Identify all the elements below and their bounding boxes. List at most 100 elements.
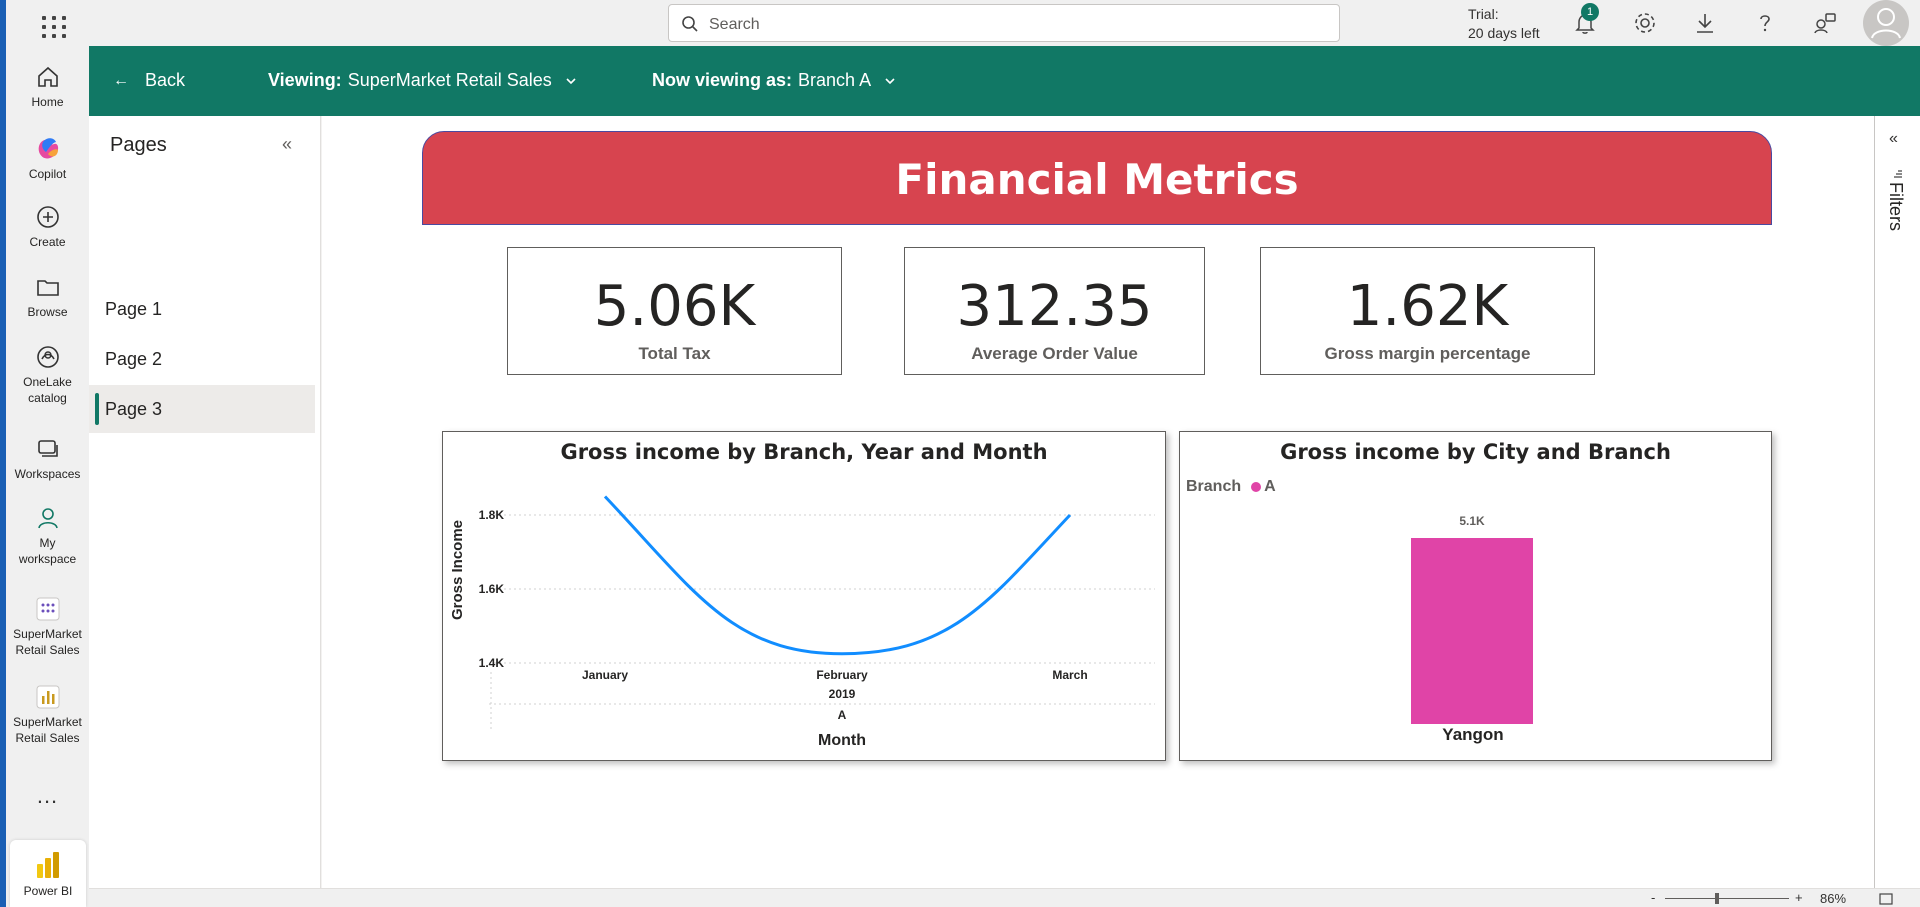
y-axis-title: Gross Income bbox=[449, 520, 466, 620]
share-feedback-icon[interactable] bbox=[1812, 10, 1838, 36]
rail-label: Create bbox=[29, 235, 66, 249]
viewing-dropdown[interactable]: Viewing: SuperMarket Retail Sales bbox=[268, 70, 578, 91]
back-button[interactable]: ← Back bbox=[113, 70, 185, 91]
report-banner: Financial Metrics bbox=[422, 131, 1772, 225]
rail-item-copilot[interactable]: Copilot bbox=[6, 134, 89, 182]
trial-line2: 20 days left bbox=[1468, 25, 1540, 41]
rail-label: My workspace bbox=[18, 536, 77, 566]
x-branch-label: A bbox=[838, 708, 847, 722]
report-icon bbox=[36, 685, 59, 709]
app-launcher-icon[interactable] bbox=[36, 10, 66, 40]
page-tab-1[interactable]: Page 1 bbox=[105, 299, 163, 319]
rail-label: OneLake catalog bbox=[23, 375, 72, 405]
chart-title: Gross income by Branch, Year and Month bbox=[560, 440, 1048, 464]
report-nav-bar: ← Back Viewing: SuperMarket Retail Sales… bbox=[89, 46, 1920, 116]
notification-badge: 1 bbox=[1581, 3, 1599, 21]
expand-filters-icon[interactable]: « bbox=[1889, 130, 1898, 147]
kpi-label: Gross margin percentage bbox=[1324, 344, 1531, 363]
view-as-label: Now viewing as: bbox=[652, 70, 793, 90]
zoom-slider-thumb[interactable] bbox=[1714, 893, 1719, 904]
zoom-out-button[interactable]: - bbox=[1651, 890, 1656, 905]
arrow-left-icon: ← bbox=[113, 71, 129, 89]
user-icon bbox=[1871, 8, 1901, 39]
page-tab-2[interactable]: Page 2 bbox=[105, 349, 163, 369]
x-tick-label: February bbox=[816, 668, 868, 682]
search-input[interactable]: Search bbox=[709, 16, 760, 33]
x-year-label: 2019 bbox=[829, 687, 856, 701]
onelake-icon bbox=[36, 346, 59, 368]
rail-label: SuperMarket Retail Sales bbox=[13, 715, 82, 745]
semantic-model-icon bbox=[36, 597, 59, 621]
filter-icon bbox=[1894, 170, 1902, 178]
kpi-card-gross-margin[interactable]: 1.62K Gross margin percentage bbox=[1260, 247, 1595, 375]
rail-item-report[interactable]: SuperMarket Retail Sales bbox=[6, 684, 89, 746]
rail-label: SuperMarket Retail Sales bbox=[13, 627, 82, 657]
status-bar: - + 86% bbox=[89, 888, 1920, 907]
filters-label: Filters bbox=[1886, 182, 1906, 231]
rail-label: Workspaces bbox=[14, 467, 81, 481]
collapse-pane-icon[interactable]: « bbox=[282, 134, 293, 154]
more-icon[interactable]: ... bbox=[36, 783, 59, 808]
search-box[interactable]: Search bbox=[668, 4, 1340, 42]
kpi-value: 5.06K bbox=[593, 274, 756, 339]
legend-item[interactable]: A bbox=[1264, 478, 1276, 495]
trial-line1: Trial: bbox=[1468, 6, 1499, 22]
legend-marker bbox=[1251, 482, 1262, 492]
filters-pane[interactable]: « Filters bbox=[1874, 116, 1920, 888]
app-rail: Home Copilot Create Browse OneLake catal… bbox=[0, 0, 89, 907]
avatar[interactable] bbox=[1863, 0, 1909, 46]
kpi-label: Total Tax bbox=[638, 344, 711, 363]
chart-title: Gross income by City and Branch bbox=[1280, 440, 1671, 464]
power-bi-icon bbox=[37, 852, 59, 878]
chevron-down-icon bbox=[885, 77, 895, 84]
view-as-dropdown[interactable]: Now viewing as: Branch A bbox=[652, 70, 897, 91]
bar-chart-visual[interactable]: Gross income by City and Branch Branch A… bbox=[1179, 431, 1772, 761]
gear-icon[interactable] bbox=[1632, 10, 1658, 36]
page-tab-3[interactable]: Page 3 bbox=[89, 385, 315, 433]
search-icon bbox=[682, 16, 698, 32]
y-tick-label: 1.8K bbox=[479, 508, 505, 522]
rail-item-workspaces[interactable]: Workspaces bbox=[6, 436, 89, 482]
x-tick-label: Yangon bbox=[1442, 725, 1503, 744]
bar-yangon bbox=[1411, 538, 1533, 724]
rail-label: Copilot bbox=[28, 167, 67, 181]
fit-to-page-icon[interactable] bbox=[1879, 893, 1893, 905]
viewing-value: SuperMarket Retail Sales bbox=[347, 70, 552, 90]
rail-item-my-workspace[interactable]: My workspace bbox=[6, 505, 89, 567]
power-bi-switcher[interactable]: Power BI bbox=[10, 840, 86, 907]
pages-title: Pages bbox=[110, 134, 167, 156]
rail-item-browse[interactable]: Browse bbox=[6, 274, 89, 320]
line-chart-visual[interactable]: Gross income by Branch, Year and Month 1… bbox=[442, 431, 1166, 761]
my-workspace-icon bbox=[37, 508, 58, 529]
x-axis-title: Month bbox=[818, 732, 866, 749]
data-label: 5.1K bbox=[1459, 514, 1485, 528]
view-as-value: Branch A bbox=[798, 70, 872, 90]
zoom-slider[interactable] bbox=[1665, 898, 1789, 899]
report-canvas: Financial Metrics 5.06K Total Tax 312.35… bbox=[322, 116, 1874, 888]
rail-label: Browse bbox=[27, 305, 68, 319]
rail-item-create[interactable]: Create bbox=[6, 204, 89, 250]
rail-item-onelake[interactable]: OneLake catalog bbox=[6, 344, 89, 406]
kpi-value: 1.62K bbox=[1346, 274, 1509, 339]
back-label: Back bbox=[145, 70, 186, 90]
y-tick-label: 1.4K bbox=[479, 656, 505, 670]
banner-title: Financial Metrics bbox=[895, 155, 1299, 204]
help-icon[interactable] bbox=[1752, 10, 1778, 36]
viewing-label: Viewing: bbox=[268, 70, 342, 90]
trial-status[interactable]: Trial: 20 days left bbox=[1468, 5, 1540, 43]
legend-title: Branch bbox=[1186, 478, 1242, 495]
rail-item-semantic-model[interactable]: SuperMarket Retail Sales bbox=[6, 596, 89, 658]
kpi-card-total-tax[interactable]: 5.06K Total Tax bbox=[507, 247, 842, 375]
rail-item-home[interactable]: Home bbox=[6, 64, 89, 110]
bar-chart: 5.1K Yangon bbox=[1411, 514, 1533, 744]
top-bar: Search Trial: 20 days left 1 bbox=[89, 0, 1920, 46]
product-label: Power BI bbox=[23, 884, 73, 898]
chevron-down-icon bbox=[566, 77, 576, 84]
y-tick-label: 1.6K bbox=[479, 582, 505, 596]
download-icon[interactable] bbox=[1692, 10, 1718, 36]
kpi-value: 312.35 bbox=[956, 274, 1153, 339]
zoom-in-button[interactable]: + bbox=[1795, 890, 1803, 905]
legend: Branch A bbox=[1186, 478, 1276, 496]
kpi-card-average-order-value[interactable]: 312.35 Average Order Value bbox=[904, 247, 1205, 375]
copilot-icon bbox=[38, 138, 58, 159]
